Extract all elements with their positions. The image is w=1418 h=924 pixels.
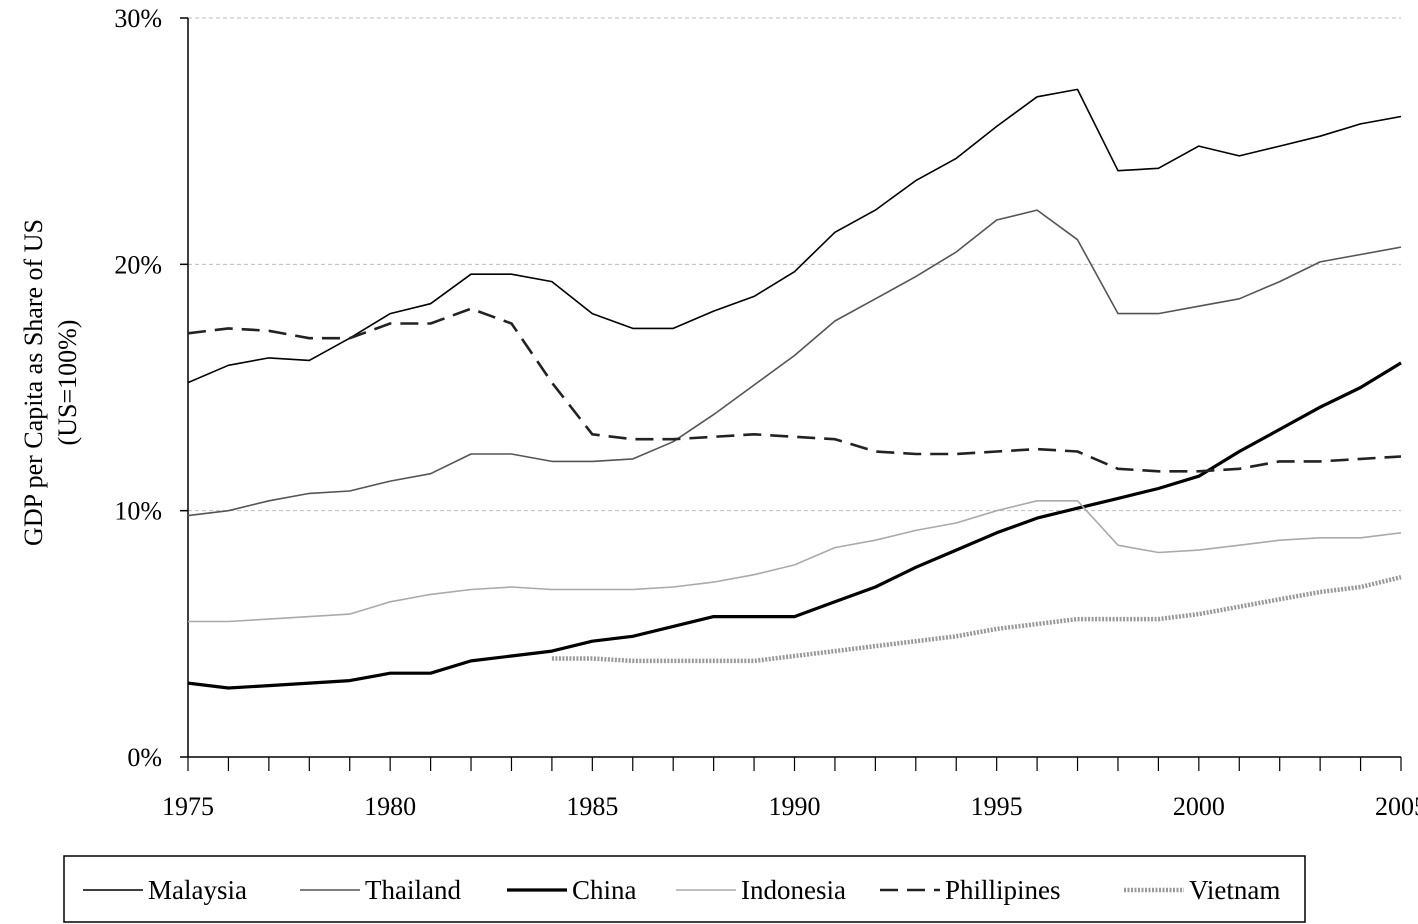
- y-axis-label: GDP per Capita as Share of US (US=100%): [19, 219, 82, 546]
- legend-label-malaysia: Malaysia: [148, 875, 247, 905]
- series-line-vietnam: [551, 575, 1402, 664]
- x-tick-labels: 1975 1980 1985 1990 1995 2000 2005: [162, 792, 1418, 821]
- legend: Malaysia Thailand China Indonesia Phillipine…: [63, 855, 1306, 923]
- y-tick-label: 30%: [114, 4, 162, 33]
- gridlines: [188, 17, 1401, 512]
- x-tick-label: 1975: [162, 792, 214, 821]
- series-line-thailand: [187, 209, 1402, 517]
- y-axis-label-line: (US=100%): [53, 320, 82, 446]
- x-tick-label: 2000: [1173, 792, 1225, 821]
- legend-label-china: China: [572, 875, 637, 905]
- x-tick-label: 1995: [971, 792, 1023, 821]
- x-tick-label: 2005: [1375, 792, 1418, 821]
- legend-label-vietnam: Vietnam: [1189, 875, 1280, 905]
- series-line-phillipines: [187, 307, 1402, 473]
- y-tick-label: 20%: [114, 250, 162, 279]
- y-tick-labels: 0% 10% 20% 30%: [114, 4, 162, 772]
- legend-label-indonesia: Indonesia: [741, 875, 846, 905]
- series-line-indonesia: [188, 499, 1402, 623]
- legend-label-phillipines: Phillipines: [945, 875, 1061, 905]
- x-tick-label: 1985: [566, 792, 618, 821]
- y-tick-label: 10%: [114, 497, 162, 526]
- legend-box: [63, 855, 1306, 923]
- x-tick-label: 1980: [364, 792, 416, 821]
- y-axis-label-line: GDP per Capita as Share of US: [19, 219, 48, 546]
- series-line-china: [187, 361, 1402, 690]
- y-tick-label: 0%: [127, 743, 162, 772]
- axes: [180, 17, 1402, 771]
- series-line-malaysia: [187, 88, 1402, 384]
- legend-label-thailand: Thailand: [365, 875, 461, 905]
- series-lines: [187, 88, 1402, 690]
- x-tick-label: 1990: [769, 792, 821, 821]
